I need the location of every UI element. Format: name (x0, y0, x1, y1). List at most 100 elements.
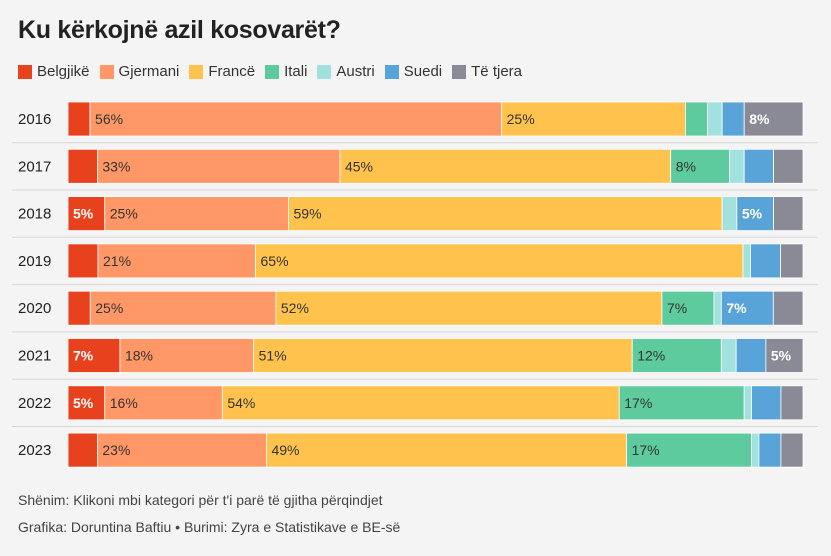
legend-item-4[interactable]: Austri (317, 63, 375, 80)
bar-segment[interactable] (67, 196, 106, 231)
data-label: 5% (742, 206, 763, 222)
legend-item-0[interactable]: Belgjikë (18, 63, 90, 80)
data-label: 45% (345, 158, 373, 174)
year-label: 2022 (18, 395, 51, 412)
legend-label: Të tjera (471, 63, 522, 80)
bar-segment[interactable] (266, 432, 628, 468)
legend-swatch (189, 64, 204, 79)
legend-item-1[interactable]: Gjermani (99, 63, 180, 80)
bar-segment[interactable] (721, 196, 738, 231)
data-label: 5% (771, 348, 792, 364)
data-label: 51% (259, 348, 287, 364)
bar-segment[interactable] (67, 338, 121, 373)
note-text: Shënim: Klikoni mbi kategori për t'i par… (18, 492, 383, 508)
bar-segment[interactable] (626, 432, 752, 468)
legend-swatch (452, 64, 467, 79)
year-label: 2017 (18, 158, 51, 175)
bar-segment[interactable] (713, 290, 722, 326)
year-label: 2021 (18, 348, 51, 365)
data-label: 49% (271, 442, 299, 458)
bar-segment[interactable] (339, 148, 672, 184)
bar-segment[interactable] (67, 432, 98, 468)
data-label: 25% (110, 206, 138, 222)
data-label: 25% (507, 111, 535, 127)
bar-segment[interactable] (720, 338, 737, 373)
bar-segment[interactable] (67, 148, 98, 184)
bar-segment[interactable] (253, 338, 633, 373)
data-label: 65% (261, 253, 289, 269)
bar-segment[interactable] (780, 432, 804, 468)
bar-segment[interactable] (765, 338, 804, 373)
bar-segment[interactable] (735, 338, 767, 373)
legend-item-6[interactable]: Të tjera (452, 63, 522, 80)
bar-segment[interactable] (89, 101, 503, 137)
legend-item-2[interactable]: Francë (189, 63, 255, 80)
bar-segment[interactable] (751, 385, 782, 421)
legend-label: Itali (284, 63, 308, 80)
data-label: 8% (749, 111, 770, 127)
bar-segment[interactable] (758, 432, 782, 468)
bar-segment[interactable] (707, 101, 723, 137)
data-label: 12% (637, 348, 665, 364)
year-label: 2018 (18, 206, 51, 223)
data-label: 23% (102, 442, 130, 458)
year-label: 2019 (18, 253, 51, 270)
data-label: 21% (103, 253, 131, 269)
data-label: 7% (667, 300, 687, 316)
bar-segment[interactable] (661, 290, 715, 326)
bar-segment[interactable] (67, 243, 99, 279)
bar-segment[interactable] (743, 385, 752, 421)
credits-text: Grafika: Doruntina Baftiu • Burimi: Zyra… (18, 519, 401, 535)
chart-title: Ku kërkojnë azil kosovarët? (18, 16, 341, 44)
bar-segment[interactable] (618, 385, 745, 421)
bar-segment[interactable] (751, 432, 760, 468)
legend-swatch (99, 64, 114, 79)
bar-segment[interactable] (720, 290, 774, 326)
bar-segment[interactable] (721, 101, 745, 137)
bar-segment[interactable] (773, 148, 804, 184)
bar-segment[interactable] (97, 148, 341, 184)
legend-label: Belgjikë (37, 63, 90, 80)
bar-segment[interactable] (780, 385, 804, 421)
data-label: 7% (73, 348, 94, 364)
bar-segment[interactable] (743, 101, 804, 137)
data-label: 25% (95, 300, 123, 316)
bar-segment[interactable] (742, 243, 751, 279)
data-label: 18% (125, 348, 153, 364)
year-label: 2023 (18, 442, 51, 459)
legend-swatch (384, 64, 399, 79)
data-label: 8% (676, 158, 696, 174)
stacked-bar-chart: 2016 56% 25% 8% 2017 33% 45% 8% 2018 5% 25% 59% 5% 20… (12, 101, 818, 468)
legend-swatch (265, 64, 280, 79)
data-label: 17% (632, 442, 660, 458)
bar-segment[interactable] (750, 243, 781, 279)
bar-segment[interactable] (97, 243, 256, 279)
bar-segment[interactable] (772, 290, 804, 326)
bar-segment[interactable] (670, 148, 730, 184)
legend-label: Suedi (403, 63, 443, 80)
bar-segment[interactable] (685, 101, 708, 137)
legend-swatch (317, 64, 332, 79)
data-label: 52% (281, 300, 309, 316)
year-label: 2016 (18, 111, 51, 128)
bar-segment[interactable] (631, 338, 722, 373)
bar-segment[interactable] (729, 148, 745, 184)
legend-item-5[interactable]: Suedi (384, 63, 443, 80)
legend-label: Gjermani (118, 63, 180, 80)
bar-segment[interactable] (501, 101, 686, 137)
legend-item-3[interactable]: Itali (265, 63, 307, 80)
data-label: 59% (294, 206, 322, 222)
bar-segment[interactable] (67, 290, 91, 326)
data-label: 54% (227, 395, 255, 411)
bar-segment[interactable] (780, 243, 804, 279)
bar-segment[interactable] (743, 148, 775, 184)
bar-segment[interactable] (288, 196, 723, 231)
legend-swatch (18, 64, 32, 79)
data-label: 16% (110, 395, 138, 411)
bar-segment[interactable] (255, 243, 744, 279)
bar-segment[interactable] (67, 101, 91, 137)
bar-segment[interactable] (773, 196, 804, 231)
bar-segment[interactable] (736, 196, 774, 231)
bar-segment[interactable] (221, 385, 620, 421)
bar-segment[interactable] (275, 290, 663, 326)
